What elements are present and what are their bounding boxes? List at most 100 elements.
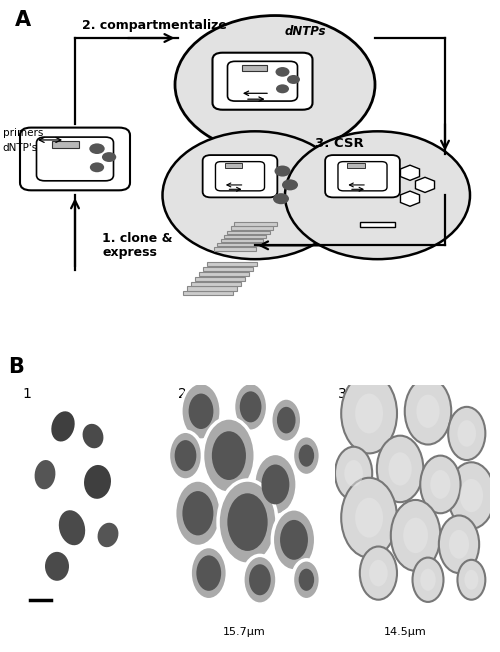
Circle shape <box>448 462 494 529</box>
Circle shape <box>369 560 388 586</box>
Bar <box>348 163 364 168</box>
Circle shape <box>420 569 436 591</box>
Bar <box>228 231 270 234</box>
Circle shape <box>377 436 424 502</box>
FancyBboxPatch shape <box>338 162 387 191</box>
Text: A: A <box>15 10 31 31</box>
Circle shape <box>274 166 290 177</box>
Circle shape <box>181 383 221 440</box>
FancyBboxPatch shape <box>202 155 278 198</box>
Circle shape <box>355 394 383 434</box>
Ellipse shape <box>59 511 85 545</box>
Circle shape <box>391 500 440 571</box>
Circle shape <box>448 407 486 460</box>
FancyBboxPatch shape <box>216 162 264 191</box>
Ellipse shape <box>175 16 375 154</box>
FancyBboxPatch shape <box>20 128 130 190</box>
Text: 3. CSR: 3. CSR <box>315 137 364 150</box>
Circle shape <box>174 440 197 471</box>
Circle shape <box>190 546 228 600</box>
Text: 1. clone &: 1. clone & <box>102 232 173 245</box>
Circle shape <box>344 460 363 486</box>
Circle shape <box>388 452 411 486</box>
Circle shape <box>360 546 397 600</box>
Circle shape <box>90 162 104 172</box>
Bar <box>225 163 242 168</box>
Circle shape <box>458 560 485 600</box>
Bar <box>224 235 266 238</box>
Polygon shape <box>416 177 434 192</box>
Circle shape <box>273 193 289 204</box>
Circle shape <box>188 394 214 429</box>
Bar <box>360 222 395 227</box>
Ellipse shape <box>45 552 69 581</box>
Bar <box>182 291 232 295</box>
Bar <box>190 282 240 286</box>
Text: 3: 3 <box>338 387 347 400</box>
Bar <box>206 262 256 267</box>
Circle shape <box>277 407 295 434</box>
FancyBboxPatch shape <box>36 137 114 181</box>
Circle shape <box>282 179 298 190</box>
Text: 15.7μm: 15.7μm <box>222 627 266 637</box>
Text: 2. compartmentalize: 2. compartmentalize <box>82 20 228 33</box>
Polygon shape <box>400 191 419 206</box>
Circle shape <box>240 391 262 422</box>
Bar <box>217 243 260 246</box>
Circle shape <box>430 470 450 499</box>
Circle shape <box>292 436 320 475</box>
Bar <box>52 141 80 148</box>
Circle shape <box>287 75 300 84</box>
Circle shape <box>458 420 476 447</box>
Bar <box>220 239 263 243</box>
Bar <box>198 272 248 276</box>
Circle shape <box>182 491 214 535</box>
Circle shape <box>102 152 116 162</box>
Circle shape <box>262 464 289 505</box>
Circle shape <box>298 569 314 591</box>
Circle shape <box>168 431 202 480</box>
Circle shape <box>202 418 256 494</box>
Circle shape <box>341 374 397 453</box>
Ellipse shape <box>98 523 118 547</box>
Circle shape <box>292 560 320 600</box>
Ellipse shape <box>52 411 74 441</box>
Bar <box>230 226 273 230</box>
Circle shape <box>439 516 479 573</box>
Circle shape <box>272 509 316 571</box>
Circle shape <box>276 67 289 77</box>
Bar <box>186 286 236 291</box>
Bar <box>234 222 276 226</box>
Circle shape <box>341 478 397 557</box>
Circle shape <box>403 518 428 553</box>
Circle shape <box>355 497 383 538</box>
Ellipse shape <box>34 460 56 489</box>
Circle shape <box>449 530 469 559</box>
FancyBboxPatch shape <box>212 53 312 110</box>
Circle shape <box>174 480 221 546</box>
Circle shape <box>243 556 277 604</box>
FancyBboxPatch shape <box>228 61 298 101</box>
Ellipse shape <box>82 424 103 449</box>
Text: 2: 2 <box>178 387 187 400</box>
Bar <box>214 247 256 250</box>
Circle shape <box>212 431 246 480</box>
Circle shape <box>412 557 444 602</box>
Bar <box>194 277 244 281</box>
Circle shape <box>405 378 451 445</box>
Circle shape <box>249 564 271 595</box>
Ellipse shape <box>162 131 348 259</box>
Text: B: B <box>8 357 24 377</box>
Circle shape <box>276 84 289 93</box>
Bar <box>202 267 252 271</box>
Ellipse shape <box>285 131 470 259</box>
Text: express: express <box>102 246 158 259</box>
Circle shape <box>464 570 478 589</box>
Text: dNTPs: dNTPs <box>284 25 326 38</box>
Bar <box>242 65 266 71</box>
Polygon shape <box>400 165 419 181</box>
Circle shape <box>234 383 268 431</box>
Circle shape <box>271 398 302 442</box>
Text: 14.5μm: 14.5μm <box>384 627 426 637</box>
Circle shape <box>335 447 372 500</box>
